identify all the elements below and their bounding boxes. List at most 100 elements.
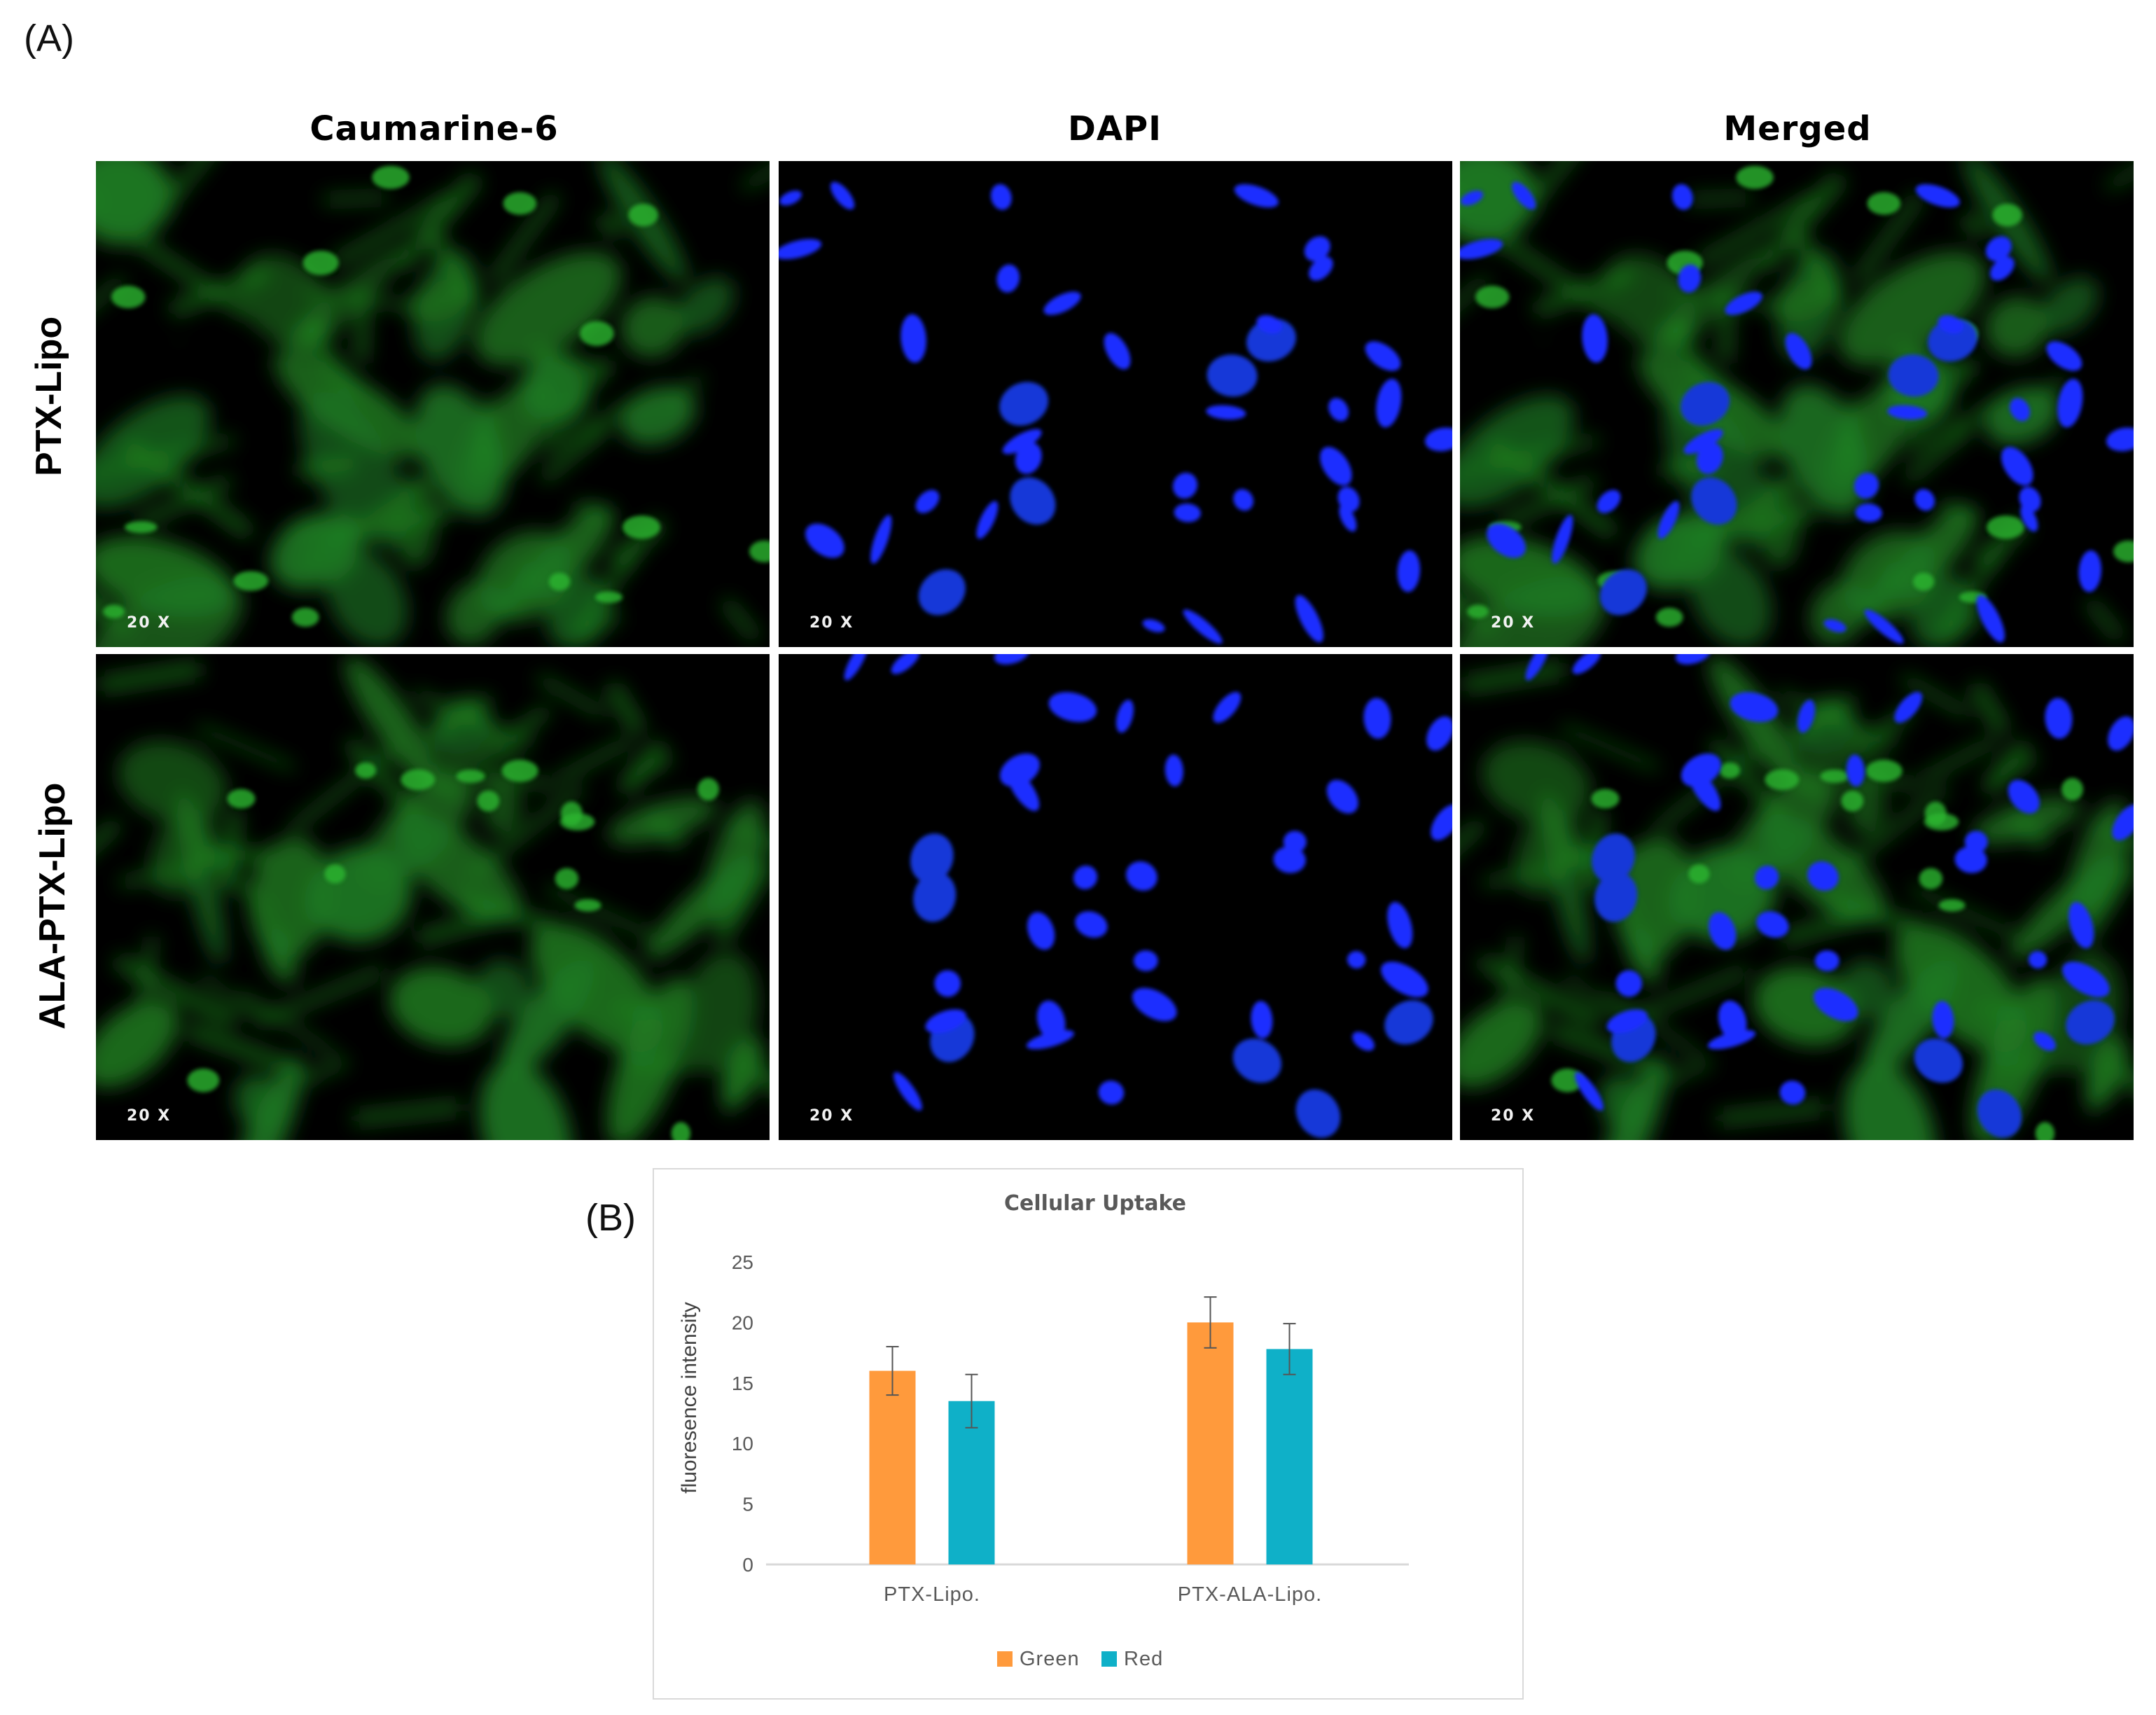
cell-process bbox=[1776, 688, 1898, 750]
cell-body bbox=[476, 959, 531, 1019]
nucleus bbox=[1387, 902, 1413, 949]
cell-process bbox=[1461, 660, 1566, 693]
cell-process bbox=[168, 265, 270, 318]
bright-spot bbox=[1987, 515, 2025, 539]
cell-process bbox=[604, 680, 646, 736]
cell-process bbox=[623, 1057, 696, 1072]
cell-body bbox=[524, 506, 613, 601]
cell-body bbox=[345, 655, 443, 792]
cell-process bbox=[539, 421, 611, 485]
cell-body bbox=[326, 549, 408, 647]
bright-spot bbox=[103, 604, 125, 619]
cell-body bbox=[1690, 549, 1772, 647]
column-header-merged: Merged bbox=[1723, 109, 1872, 148]
bright-spot bbox=[187, 1068, 220, 1092]
nucleus bbox=[1671, 183, 1693, 210]
nucleus bbox=[1183, 609, 1223, 644]
nucleus bbox=[870, 515, 892, 564]
magnification-label: 20 X bbox=[127, 1107, 172, 1125]
micrograph-image bbox=[779, 181, 1452, 644]
nucleus bbox=[1976, 595, 2005, 643]
magnification-label: 20 X bbox=[127, 614, 172, 632]
cell-process bbox=[2084, 597, 2125, 643]
nucleus bbox=[1511, 181, 1536, 210]
nucleus bbox=[1027, 912, 1055, 950]
micrograph-ptx-caumarine: 20 X bbox=[96, 161, 770, 647]
nucleus bbox=[1681, 382, 1730, 426]
nucleus bbox=[2028, 951, 2047, 968]
nucleus bbox=[1426, 716, 1452, 751]
nucleus bbox=[925, 1009, 967, 1034]
nucleus bbox=[1206, 405, 1246, 420]
cell-process bbox=[626, 754, 674, 784]
bright-spot bbox=[125, 521, 158, 534]
cell-process bbox=[664, 374, 704, 408]
bright-spot bbox=[749, 540, 770, 562]
cell-body bbox=[96, 161, 169, 247]
cell-process bbox=[1893, 345, 1975, 379]
bright-spot bbox=[1688, 864, 1710, 884]
cell-process bbox=[712, 859, 770, 947]
cell-body bbox=[1809, 581, 1867, 646]
column-header-caumarine: Caumarine-6 bbox=[310, 109, 559, 148]
bright-spot bbox=[372, 165, 410, 189]
nucleus bbox=[2001, 447, 2033, 486]
cell-process bbox=[297, 318, 361, 398]
nucleus bbox=[1461, 190, 1484, 206]
cell-body bbox=[1843, 1061, 1936, 1140]
nucleus bbox=[1797, 700, 1815, 733]
cell-process bbox=[435, 776, 466, 805]
bright-spot bbox=[555, 868, 579, 889]
cell-process bbox=[1460, 597, 1498, 634]
cell-process bbox=[422, 225, 482, 308]
bar-chart: Cellular Uptake fluoresence intensity 0 5… bbox=[678, 1191, 1409, 1670]
cell-process bbox=[545, 884, 655, 940]
cell-process bbox=[296, 454, 355, 479]
nucleus bbox=[1914, 489, 1935, 511]
nucleus bbox=[1855, 503, 1882, 522]
nucleus bbox=[1048, 692, 1097, 722]
cell-process bbox=[457, 891, 552, 933]
cell-process bbox=[373, 505, 454, 535]
cell-process bbox=[1460, 275, 1491, 307]
bright-spot bbox=[324, 864, 346, 884]
cell-process bbox=[1664, 1057, 1713, 1085]
nucleus bbox=[2046, 341, 2082, 371]
nucleus bbox=[1606, 1009, 1648, 1034]
cell-body bbox=[117, 740, 228, 824]
column-header-dapi: DAPI bbox=[1067, 109, 1162, 148]
cell-process bbox=[1858, 560, 1905, 622]
nucleus bbox=[1213, 692, 1242, 723]
bright-spot bbox=[1924, 813, 1959, 831]
nucleus bbox=[1133, 950, 1158, 971]
bright-spot bbox=[1938, 899, 1966, 912]
cell-process bbox=[96, 818, 123, 851]
cell-process bbox=[112, 953, 238, 1029]
nucleus bbox=[1914, 1039, 1963, 1083]
nucleus bbox=[1730, 692, 1779, 722]
cell-process bbox=[2091, 819, 2134, 848]
cell-process bbox=[487, 192, 561, 284]
cell-process bbox=[1909, 884, 2019, 940]
nucleus bbox=[990, 183, 1012, 210]
nucleus bbox=[1295, 595, 1323, 643]
micrograph-image bbox=[1460, 654, 2134, 1140]
chart-title: Cellular Uptake bbox=[1004, 1191, 1186, 1216]
nucleus bbox=[1126, 861, 1157, 891]
cell-process bbox=[1532, 265, 1634, 318]
nucleus bbox=[1002, 429, 1042, 454]
nucleus bbox=[1487, 523, 1526, 558]
cell-body bbox=[1709, 655, 1807, 792]
cell-body bbox=[1771, 279, 1837, 322]
cell-process bbox=[1560, 723, 1660, 772]
nucleus bbox=[1381, 961, 1428, 998]
nucleus bbox=[779, 190, 802, 206]
nucleus bbox=[891, 654, 919, 674]
bright-spot bbox=[671, 1122, 691, 1140]
cell-process bbox=[1707, 736, 1788, 822]
bright-spot bbox=[477, 790, 500, 812]
nucleus bbox=[1779, 1081, 1806, 1105]
cell-body bbox=[645, 851, 761, 960]
nucleus bbox=[1756, 911, 1789, 938]
bright-spot bbox=[623, 515, 661, 539]
